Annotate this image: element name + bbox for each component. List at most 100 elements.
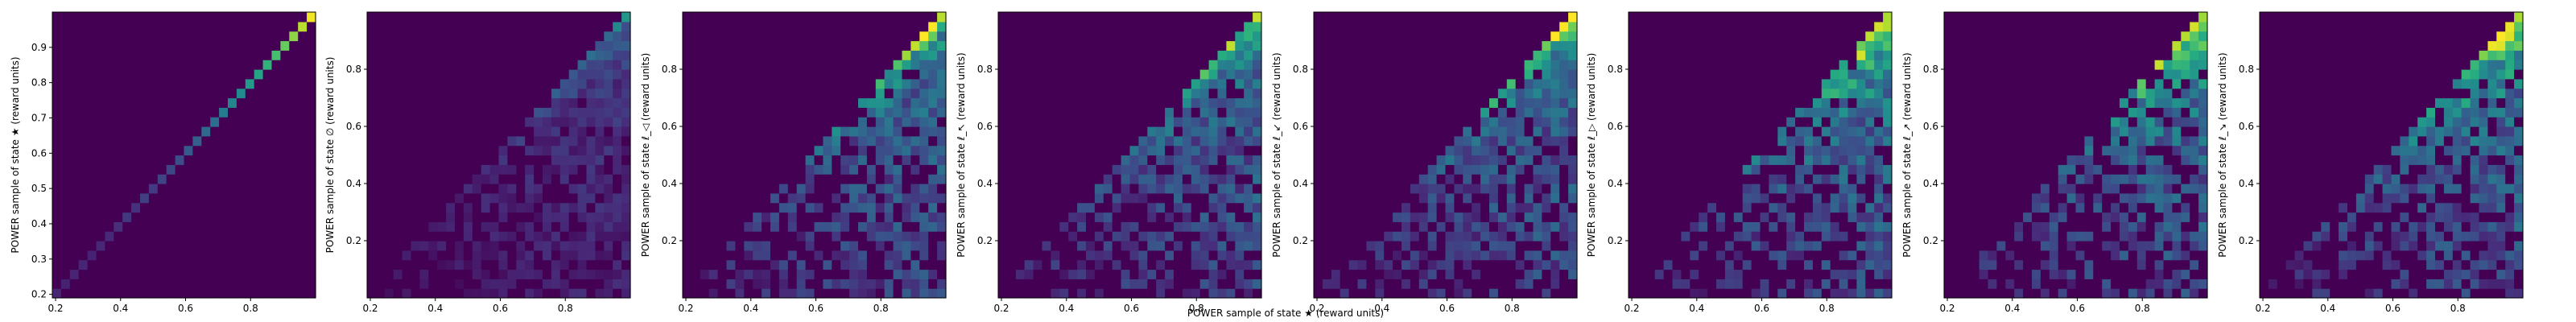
heatmap-cell xyxy=(1393,241,1402,251)
heatmap-cell xyxy=(1191,40,1201,51)
heatmap-cell xyxy=(375,184,386,194)
heatmap-cell xyxy=(393,202,403,213)
heatmap-cell xyxy=(192,50,202,60)
heatmap-cell xyxy=(105,288,114,299)
heatmap-cell xyxy=(1724,212,1735,222)
heatmap-cell xyxy=(1533,288,1542,299)
heatmap-cell xyxy=(1138,135,1148,147)
heatmap-cell xyxy=(893,145,903,156)
heatmap-cell xyxy=(1156,155,1166,165)
heatmap-cell xyxy=(1015,107,1026,118)
heatmap-cell xyxy=(778,288,789,299)
heatmap-cell xyxy=(691,279,701,289)
heatmap-cell xyxy=(1314,241,1323,251)
heatmap-cell xyxy=(1497,184,1508,194)
heatmap-cell xyxy=(262,40,273,51)
heatmap-cell xyxy=(840,164,850,175)
heatmap-cell xyxy=(87,184,97,194)
y-axis-label: POWER sample of state ∅ (reward units) xyxy=(324,57,336,254)
heatmap-cell xyxy=(840,135,850,147)
heatmap-cell xyxy=(148,184,159,194)
heatmap-cell xyxy=(1454,31,1463,42)
heatmap-cell xyxy=(1436,31,1447,42)
heatmap-cell xyxy=(1568,117,1578,127)
heatmap-cell xyxy=(708,174,719,184)
heatmap-cell xyxy=(1051,288,1060,299)
heatmap-cell xyxy=(52,126,62,137)
heatmap-cell xyxy=(455,279,464,289)
heatmap-cell xyxy=(1357,288,1367,299)
heatmap-cell xyxy=(52,221,62,232)
heatmap-cell xyxy=(367,269,377,279)
heatmap-cell xyxy=(595,241,605,251)
heatmap-cell xyxy=(175,259,185,270)
heatmap-cell xyxy=(884,78,894,89)
heatmap-cell xyxy=(534,88,543,99)
heatmap-cell xyxy=(919,241,929,251)
heatmap-cell xyxy=(1348,50,1359,60)
heatmap-cell xyxy=(1472,250,1481,261)
heatmap-cell xyxy=(543,174,552,184)
heatmap-cell xyxy=(402,50,412,60)
heatmap-cell xyxy=(1253,155,1262,165)
heatmap-cell xyxy=(1445,250,1455,261)
heatmap-cell xyxy=(849,145,859,156)
y-axis-label: POWER sample of state ℓ_↙ (reward units) xyxy=(1271,52,1282,257)
heatmap-cell xyxy=(1006,279,1017,289)
heatmap-cell xyxy=(114,231,123,242)
heatmap-cell xyxy=(393,250,403,261)
heatmap-cell xyxy=(1645,221,1656,232)
heatmap-cell xyxy=(516,107,526,118)
heatmap-cell xyxy=(559,88,570,99)
heatmap-cell xyxy=(823,31,832,42)
heatmap-cell xyxy=(1707,269,1717,279)
heatmap-cell xyxy=(298,279,308,289)
heatmap-cell xyxy=(219,155,229,165)
heatmap-cell xyxy=(1497,88,1508,99)
heatmap-cell xyxy=(525,97,535,108)
y-tick-label: 0.3 xyxy=(31,254,47,265)
heatmap-cell xyxy=(78,184,89,194)
heatmap-cell xyxy=(787,40,798,51)
heatmap-cell xyxy=(726,164,736,175)
heatmap-cell xyxy=(1427,259,1438,270)
heatmap-cell xyxy=(778,117,789,127)
heatmap-cell xyxy=(507,107,517,118)
heatmap-cell xyxy=(778,88,789,99)
heatmap-cell xyxy=(586,241,596,251)
heatmap-cell xyxy=(1217,184,1227,194)
heatmap-cell xyxy=(753,126,762,137)
heatmap-cell xyxy=(1436,184,1447,194)
heatmap-cell xyxy=(1182,135,1192,147)
heatmap-cell xyxy=(60,155,71,165)
heatmap-cell xyxy=(210,155,220,165)
heatmap-cell xyxy=(823,241,832,251)
heatmap-cell xyxy=(1393,250,1402,261)
heatmap-cell xyxy=(437,135,447,147)
heatmap-cell xyxy=(1384,288,1393,299)
heatmap-cell xyxy=(595,135,605,147)
heatmap-cell xyxy=(796,231,807,242)
heatmap-cell xyxy=(52,164,62,175)
heatmap-cell xyxy=(998,97,1008,108)
heatmap-cell xyxy=(832,155,841,165)
heatmap-cell xyxy=(1410,184,1420,194)
heatmap-cell xyxy=(1314,107,1323,118)
heatmap-cell xyxy=(1480,117,1490,127)
heatmap-cell xyxy=(384,78,394,89)
heatmap-cell xyxy=(866,279,877,289)
heatmap-cell xyxy=(446,288,456,299)
heatmap-cell xyxy=(419,202,429,213)
heatmap-cell xyxy=(1542,212,1551,222)
heatmap-cell xyxy=(1086,174,1096,184)
heatmap-cell xyxy=(1235,250,1245,261)
heatmap-cell xyxy=(787,50,798,60)
heatmap-cell xyxy=(228,12,237,23)
heatmap-cells xyxy=(367,12,631,299)
heatmap-cell xyxy=(1568,135,1578,147)
heatmap-cell xyxy=(1690,31,1699,42)
heatmap-cell xyxy=(1112,50,1122,60)
heatmap-cell xyxy=(1314,40,1323,51)
heatmap-cell xyxy=(1629,164,1638,175)
heatmap-cell xyxy=(840,107,850,118)
